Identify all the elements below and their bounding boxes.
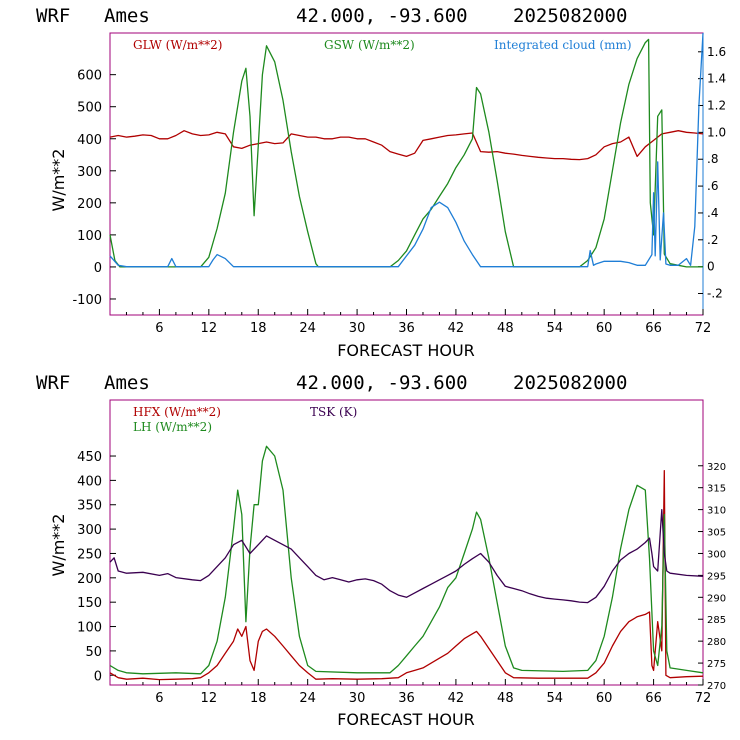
panel-title-coords: 42.000, -93.600: [296, 5, 468, 27]
legend-gsw: GSW (W/m**2): [324, 38, 415, 52]
right-tick-label: 0: [707, 260, 715, 274]
y-tick-label: 150: [77, 596, 102, 611]
x-tick-label: 48: [497, 321, 514, 336]
x-tick-label: 12: [201, 691, 218, 706]
x-tick-label: 60: [596, 321, 613, 336]
right-tick-label: 275: [707, 659, 726, 670]
y-tick-label: 0: [94, 261, 102, 276]
legend-glw: GLW (W/m**2): [133, 38, 222, 52]
x-tick-label: 66: [645, 321, 662, 336]
x-tick-label: 24: [299, 691, 316, 706]
y-tick-label: 50: [85, 645, 102, 660]
x-tick-label: 42: [448, 321, 465, 336]
x-tick-label: 6: [155, 691, 163, 706]
flux-panel: WRF Ames 42.000, -93.600 2025082000 6 12 1…: [36, 372, 726, 729]
right-tick-label: 295: [707, 571, 726, 582]
panel-title-run: 2025082000: [513, 372, 627, 394]
x-tick-label: 54: [546, 691, 563, 706]
x-tick-label: 66: [645, 691, 662, 706]
y-tick-label: 0: [94, 669, 102, 684]
x-tick-label: 36: [398, 321, 415, 336]
right-tick-label: 1.2: [707, 99, 726, 113]
right-axis-ticks: -.2 0 .2 .4 .6 .8 1.0 1.2 1.4 1.6: [698, 45, 726, 301]
right-tick-label: 280: [707, 637, 726, 648]
radiation-series: [109, 32, 704, 268]
right-tick-label: .8: [707, 152, 718, 166]
x-tick-label: 60: [596, 691, 613, 706]
flux-series: [109, 445, 704, 681]
right-tick-label: .2: [707, 233, 718, 247]
x-tick-label: 72: [695, 321, 712, 336]
y-tick-label: 100: [77, 621, 102, 636]
y-tick-label: 500: [77, 101, 102, 116]
y-tick-label: 600: [77, 69, 102, 84]
x-tick-label: 36: [398, 691, 415, 706]
right-tick-label: 310: [707, 506, 726, 517]
panel-title-station: Ames: [104, 5, 150, 27]
series-line-glw: [109, 130, 704, 161]
x-axis-label: FORECAST HOUR: [337, 341, 475, 360]
legend-hfx: HFX (W/m**2): [133, 405, 221, 419]
panel-title-model: WRF: [36, 5, 70, 27]
y-tick-label: 100: [77, 229, 102, 244]
x-tick-label: 30: [349, 321, 366, 336]
legend-integrated-cloud: Integrated cloud (mm): [494, 38, 632, 52]
y-tick-label: 400: [77, 474, 102, 489]
panel-title-coords: 42.000, -93.600: [296, 372, 468, 394]
right-tick-label: .4: [707, 206, 718, 220]
x-axis-label: FORECAST HOUR: [337, 710, 475, 729]
series-line-integrated: [109, 32, 704, 268]
y-axis-label: W/m**2: [49, 514, 68, 577]
x-axis-ticks: 6 12 18 24 30 36 42 48 54 60 66 72: [125, 309, 712, 336]
right-tick-label: 290: [707, 593, 726, 604]
x-axis-ticks: 6 12 18 24 30 36 42 48 54 60 66 72: [125, 679, 712, 706]
x-tick-label: 72: [695, 691, 712, 706]
x-tick-label: 24: [299, 321, 316, 336]
right-tick-label: .6: [707, 179, 718, 193]
right-tick-label: 1.6: [707, 45, 726, 59]
panel-title-model: WRF: [36, 372, 70, 394]
radiation-panel: WRF Ames 42.000, -93.600 2025082000 6 12 1…: [36, 5, 726, 360]
y-tick-label: 350: [77, 499, 102, 514]
y-tick-label: 300: [77, 165, 102, 180]
series-line-hfx: [109, 469, 704, 681]
y-tick-label: 200: [77, 572, 102, 587]
right-axis-ticks: 270 275 280 285 290 295 300 305 310 315 320: [698, 462, 726, 692]
y-tick-label: 200: [77, 197, 102, 212]
y-axis-label: W/m**2: [49, 149, 68, 212]
y-tick-label: 450: [77, 450, 102, 465]
right-tick-label: 1.0: [707, 125, 726, 139]
y-tick-label: 400: [77, 133, 102, 148]
right-tick-label: 1.4: [707, 72, 726, 86]
y-axis-ticks: -100 0 100 200 300 400 500 600: [72, 69, 116, 308]
x-tick-label: 54: [546, 321, 563, 336]
x-tick-label: 30: [349, 691, 366, 706]
x-tick-label: 12: [201, 321, 218, 336]
legend-lh: LH (W/m**2): [133, 420, 212, 434]
right-tick-label: 270: [707, 681, 726, 692]
x-tick-label: 6: [155, 321, 163, 336]
right-tick-label: 285: [707, 615, 726, 626]
y-tick-label: 250: [77, 547, 102, 562]
x-tick-label: 18: [250, 691, 267, 706]
right-tick-label: -.2: [707, 287, 723, 301]
series-line-gsw: [109, 38, 703, 268]
right-tick-label: 320: [707, 462, 726, 473]
right-tick-label: 315: [707, 484, 726, 495]
y-tick-label: -100: [72, 293, 102, 308]
y-axis-ticks: 0 50 100 150 200 250 300 350 400 450: [77, 450, 116, 684]
plot-frame: [109, 32, 704, 316]
panel-title-station: Ames: [104, 372, 150, 394]
x-tick-label: 18: [250, 321, 267, 336]
right-tick-label: 305: [707, 528, 726, 539]
x-tick-label: 48: [497, 691, 514, 706]
right-tick-label: 300: [707, 549, 726, 560]
panel-title-run: 2025082000: [513, 5, 627, 27]
series-line-lh: [109, 445, 704, 675]
series-line-tsk: [109, 508, 704, 604]
legend-tsk: TSK (K): [310, 405, 357, 419]
x-tick-label: 42: [448, 691, 465, 706]
y-tick-label: 300: [77, 523, 102, 538]
